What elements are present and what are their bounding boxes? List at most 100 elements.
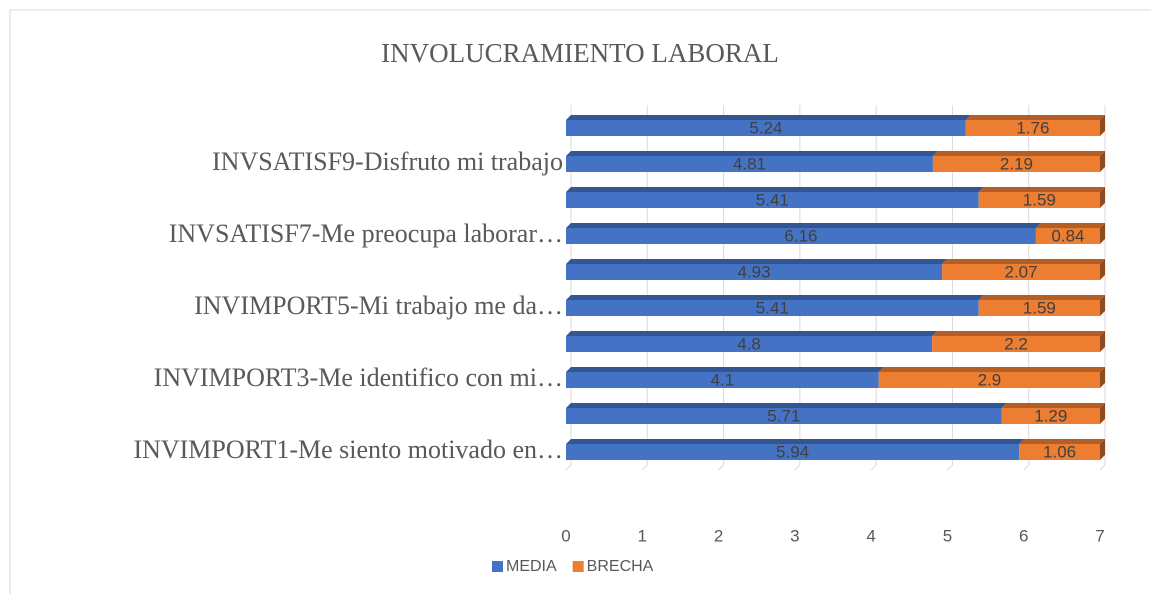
data-label: 5.94 (776, 442, 809, 461)
bar-front (978, 192, 1100, 208)
bar-side (1100, 331, 1105, 352)
bar-top (566, 151, 938, 156)
x-tick-label: 3 (790, 526, 799, 545)
bar-top (1019, 439, 1105, 444)
bar-front (566, 336, 933, 352)
bar (566, 187, 984, 208)
bar (566, 439, 1025, 460)
data-label: 4.93 (737, 262, 770, 281)
data-label: 1.29 (1034, 406, 1067, 425)
bar-side (1100, 223, 1105, 244)
data-label: 2.07 (1004, 262, 1037, 281)
bar-top (932, 331, 1105, 336)
bar-top (566, 295, 984, 300)
bar-front (566, 156, 933, 172)
y-tick-label: INVIMPORT1-Me siento motivado en… (133, 435, 563, 464)
bar-top (566, 187, 984, 192)
bar (978, 295, 1105, 316)
grid-floor (1023, 464, 1030, 471)
bar-side (1100, 187, 1105, 208)
bar (566, 115, 971, 136)
grid-floor (718, 464, 724, 471)
bar-front (566, 300, 979, 316)
bar (566, 403, 1007, 424)
x-tick-label: 6 (1019, 526, 1028, 545)
x-tick-label: 7 (1095, 526, 1104, 545)
bar-top (566, 223, 1041, 228)
x-tick-label: 5 (943, 526, 952, 545)
data-label: 1.76 (1016, 118, 1049, 137)
bar-front (1019, 444, 1100, 460)
bar-top (978, 187, 1105, 192)
bar-top (965, 115, 1105, 120)
grid-floor (870, 464, 877, 471)
bar (978, 187, 1105, 208)
legend-label: BRECHA (587, 558, 654, 575)
bar (1001, 403, 1105, 424)
bar-front (878, 372, 1100, 388)
bar (566, 259, 948, 280)
legend-label: MEDIA (506, 558, 557, 575)
bar-top (932, 151, 1105, 156)
grid-floor (565, 464, 572, 471)
grid-floor (947, 464, 953, 471)
bar-top (566, 367, 884, 372)
bar (566, 295, 984, 316)
x-tick-label: 4 (866, 526, 875, 545)
bar-top (566, 331, 938, 336)
bar-side (1100, 115, 1105, 136)
bar-front (566, 120, 966, 136)
bar (878, 367, 1105, 388)
bar (566, 331, 938, 352)
x-tick-label: 0 (561, 526, 570, 545)
bar-front (566, 372, 879, 388)
bar-front (942, 264, 1100, 280)
data-label: 5.41 (756, 298, 789, 317)
bar-front (566, 408, 1002, 424)
bar-top (566, 403, 1007, 408)
bar-side (1100, 259, 1105, 280)
chart-title: INVOLUCRAMIENTO LABORAL (381, 38, 779, 68)
bar-side (1100, 367, 1105, 388)
bar-top (566, 439, 1025, 444)
bar (566, 223, 1041, 244)
bar-top (942, 259, 1105, 264)
bar-side (1100, 403, 1105, 424)
data-label: 5.24 (749, 118, 782, 137)
bar-front (978, 300, 1100, 316)
bar-top (1001, 403, 1105, 408)
grid-floor (794, 464, 801, 471)
bar (1035, 223, 1105, 244)
grid-floor (1099, 464, 1106, 471)
bar-front (566, 192, 979, 208)
bar-front (1035, 228, 1100, 244)
data-label: 2.9 (978, 370, 1002, 389)
bar-front (932, 336, 1100, 352)
x-tick-label: 1 (638, 526, 647, 545)
bar-front (566, 264, 943, 280)
bar-top (566, 115, 971, 120)
bar (942, 259, 1105, 280)
data-label: 5.41 (756, 190, 789, 209)
data-label: 4.81 (733, 154, 766, 173)
y-tick-label: INVIMPORT5-Mi trabajo me da… (194, 291, 563, 320)
bar-front (932, 156, 1100, 172)
bar (932, 151, 1105, 172)
bar-front (1001, 408, 1100, 424)
bar-top (878, 367, 1105, 372)
data-label: 2.2 (1004, 334, 1028, 353)
bar-top (566, 259, 948, 264)
bar-front (566, 228, 1036, 244)
bar (1019, 439, 1105, 460)
bar-top (1035, 223, 1105, 228)
y-tick-label: INVIMPORT3-Me identifico con mi… (154, 363, 563, 392)
data-label: 6.16 (784, 226, 817, 245)
bar (566, 151, 938, 172)
bar-front (965, 120, 1100, 136)
y-tick-label: INVSATISF7-Me preocupa laborar… (169, 219, 563, 248)
x-tick-label: 2 (714, 526, 723, 545)
data-label: 5.71 (767, 406, 800, 425)
legend-swatch (572, 561, 584, 572)
data-label: 1.06 (1043, 442, 1076, 461)
